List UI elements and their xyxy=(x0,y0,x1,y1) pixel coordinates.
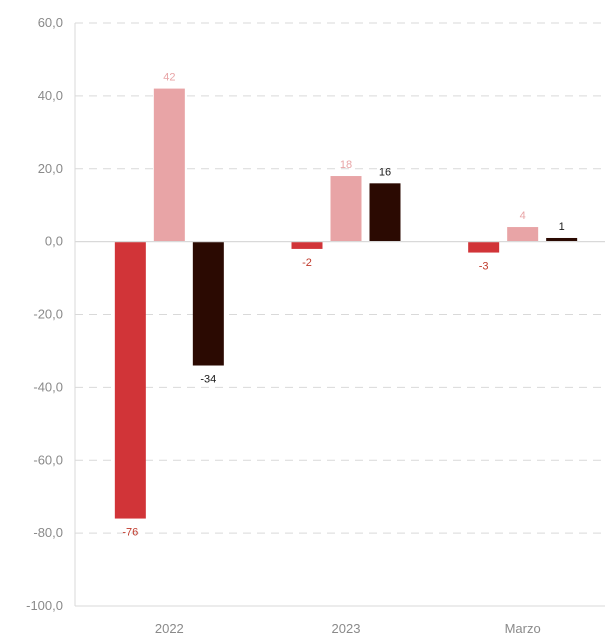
x-tick-label: 2023 xyxy=(332,621,361,636)
y-axis: 60,0 40,0 20,0 0,0 -20,0 -40,0 -60,0 -80,0 -100,… xyxy=(26,15,76,613)
data-label: 42 xyxy=(163,72,175,84)
y-tick-label: -20,0 xyxy=(33,307,63,322)
y-tick-label: -100,0 xyxy=(26,598,63,613)
bar-2023-0 xyxy=(291,241,323,249)
data-label: -2 xyxy=(302,257,312,269)
data-label: -3 xyxy=(479,261,489,273)
x-tick-label: 2022 xyxy=(155,621,184,636)
data-label: 4 xyxy=(520,210,526,222)
bar-Marzo-2 xyxy=(546,237,578,242)
y-tick-label: -60,0 xyxy=(33,452,63,467)
y-tick-label: 60,0 xyxy=(38,15,63,30)
data-label: -76 xyxy=(122,527,138,539)
y-tick-label: -40,0 xyxy=(33,379,63,394)
bar-2022-2 xyxy=(192,241,224,366)
y-tick-label: 20,0 xyxy=(38,161,63,176)
data-label: -34 xyxy=(200,374,216,386)
bar-Marzo-0 xyxy=(468,241,500,253)
x-axis: 2022 2023 Marzo xyxy=(75,241,605,636)
bar-2023-1 xyxy=(330,176,362,242)
y-tick-label: -80,0 xyxy=(33,525,63,540)
y-tick-label: 40,0 xyxy=(38,88,63,103)
data-label: 16 xyxy=(379,166,391,178)
x-tick-label: Marzo xyxy=(505,621,541,636)
data-label: 1 xyxy=(559,221,565,233)
bar-Marzo-1 xyxy=(507,227,539,242)
bar-2023-2 xyxy=(369,183,401,242)
data-label: 18 xyxy=(340,159,352,171)
bar-2022-0 xyxy=(114,241,146,519)
y-tick-label: 0,0 xyxy=(45,234,63,249)
bar-2022-1 xyxy=(153,88,185,242)
bars xyxy=(114,88,578,519)
